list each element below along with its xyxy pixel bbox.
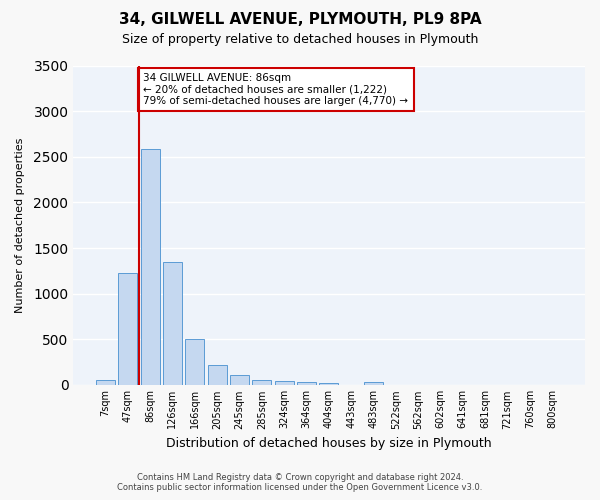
- Text: 34, GILWELL AVENUE, PLYMOUTH, PL9 8PA: 34, GILWELL AVENUE, PLYMOUTH, PL9 8PA: [119, 12, 481, 28]
- Bar: [275, 381, 293, 385]
- Text: Contains HM Land Registry data © Crown copyright and database right 2024.
Contai: Contains HM Land Registry data © Crown c…: [118, 473, 482, 492]
- Bar: [96, 380, 115, 385]
- Bar: [140, 148, 160, 385]
- Text: 34 GILWELL AVENUE: 86sqm
← 20% of detached houses are smaller (1,222)
79% of sem: 34 GILWELL AVENUE: 86sqm ← 20% of detach…: [143, 73, 409, 106]
- Bar: [230, 375, 249, 385]
- Text: Size of property relative to detached houses in Plymouth: Size of property relative to detached ho…: [122, 32, 478, 46]
- Bar: [297, 382, 316, 385]
- Y-axis label: Number of detached properties: Number of detached properties: [15, 138, 25, 313]
- Bar: [163, 262, 182, 385]
- Bar: [185, 340, 204, 385]
- Bar: [319, 383, 338, 385]
- Bar: [118, 272, 137, 385]
- X-axis label: Distribution of detached houses by size in Plymouth: Distribution of detached houses by size …: [166, 437, 491, 450]
- Bar: [364, 382, 383, 385]
- Bar: [208, 366, 227, 385]
- Bar: [252, 380, 271, 385]
